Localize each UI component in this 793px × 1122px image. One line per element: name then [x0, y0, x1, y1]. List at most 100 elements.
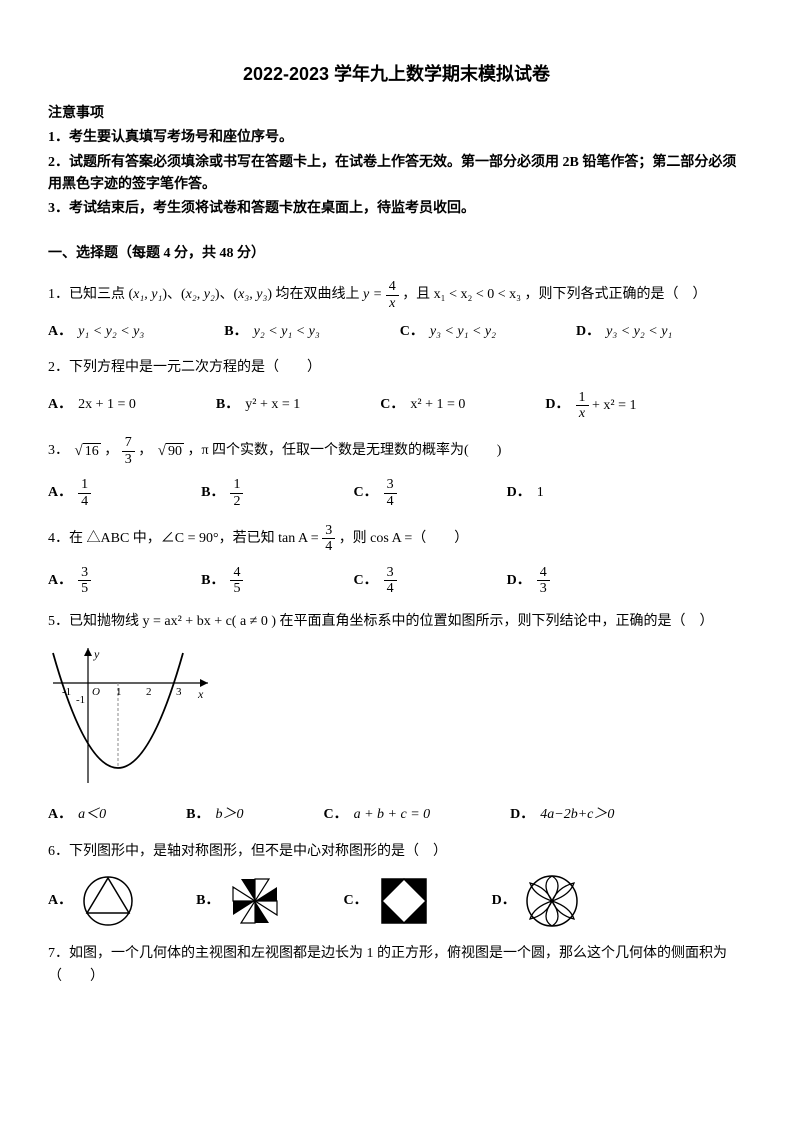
q6-option-d: D． — [492, 873, 580, 929]
q6-option-a: A． — [48, 873, 136, 929]
label-a: A． — [48, 890, 72, 912]
q3-frac-den: 3 — [122, 452, 135, 467]
label-a: A． — [48, 804, 72, 826]
q3-a-frac: 14 — [78, 477, 91, 509]
label-b: B． — [224, 321, 247, 343]
q3-prefix: 3． — [48, 444, 69, 459]
q5-option-d: D．4a−2b+c＞0 — [510, 804, 614, 826]
q2-option-c: C．x² + 1 = 0 — [380, 390, 465, 422]
q7-stem: 7．如图，一个几何体的主视图和左视图都是边长为 1 的正方形，俯视图是一个圆，那… — [48, 943, 745, 988]
q3-option-c: C．34 — [353, 477, 396, 509]
label-c: C． — [353, 570, 377, 592]
q1-stem: 1．已知三点 (x₁, y₁)、(x₂, y₂)、(x₃, y₃) 均在双曲线上… — [48, 279, 745, 311]
q3-c-den: 4 — [384, 494, 397, 509]
q4-a-den: 5 — [78, 581, 91, 596]
q1-prefix: 1．已知三点 ( — [48, 287, 133, 302]
notice-header: 注意事项 — [48, 103, 745, 125]
section-1-header: 一、选择题（每题 4 分，共 48 分） — [48, 243, 745, 265]
q2-b-text: y² + x = 1 — [245, 394, 300, 416]
q2-d-frac: 1x — [576, 390, 589, 422]
q6-options: A． B． C． — [48, 873, 745, 929]
q3-option-a: A．14 — [48, 477, 91, 509]
label-c: C． — [353, 482, 377, 504]
q3-b-frac: 12 — [230, 477, 243, 509]
q4-option-b: B．45 — [201, 565, 243, 597]
q5-b-text: b＞0 — [215, 804, 243, 826]
q4-c-num: 3 — [384, 565, 397, 581]
q4-b-den: 5 — [230, 581, 243, 596]
q3-b-num: 1 — [230, 477, 243, 493]
q6-stem: 6．下列图形中，是轴对称图形，但不是中心对称图形的是（ ） — [48, 841, 745, 863]
label-c: C． — [343, 890, 367, 912]
label-c: C． — [400, 321, 424, 343]
q4-d-den: 3 — [537, 581, 550, 596]
q3-options: A．14 B．12 C．34 D．1 — [48, 477, 745, 509]
question-5: 5．已知抛物线 y = ax² + bx + c( a ≠ 0 ) 在平面直角坐… — [48, 611, 745, 827]
q3-frac-num: 7 — [122, 435, 135, 451]
svg-text:1: 1 — [116, 686, 122, 698]
label-b: B． — [201, 570, 224, 592]
notice-1: 1．考生要认真填写考场号和座位序号。 — [48, 127, 745, 149]
label-a: A． — [48, 394, 72, 416]
label-d: D． — [545, 394, 569, 416]
q4-frac-den: 4 — [322, 539, 335, 554]
q4-d-num: 4 — [537, 565, 550, 581]
q1-pt2: x₂, y₂ — [186, 287, 215, 302]
q1-a-text: y₁ < y₂ < y₃ — [78, 321, 144, 343]
label-b: B． — [201, 482, 224, 504]
q3-option-b: B． 12 — [201, 477, 243, 509]
q3-option-d: D．1 — [507, 477, 544, 509]
shape-flower-icon — [524, 873, 580, 929]
q1-option-d: D．y₃ < y₂ < y₁ — [576, 321, 672, 343]
q4-c-frac: 34 — [384, 565, 397, 597]
q1-cond: ，且 x₁ < x₂ < 0 < x₃ ，则下列各式正确的是（ ） — [402, 287, 706, 302]
q5-stem: 5．已知抛物线 y = ax² + bx + c( a ≠ 0 ) 在平面直角坐… — [48, 611, 745, 633]
notice-3: 3．考试结束后，考生须将试卷和答题卡放在桌面上，待监考员收回。 — [48, 198, 745, 220]
q4-a-frac: 35 — [78, 565, 91, 597]
q3-sqrt2: 90 — [156, 439, 184, 463]
q5-d-text: 4a−2b+c＞0 — [540, 804, 614, 826]
question-4: 4．在 △ABC 中，∠C = 90°，若已知 tan A = 34 ，则 co… — [48, 523, 745, 597]
q2-option-b: B． y² + x = 1 — [216, 390, 300, 422]
q1-option-b: B．y₂ < y₁ < y₃ — [224, 321, 319, 343]
q2-a-text: 2x + 1 = 0 — [78, 394, 136, 416]
q4-option-d: D． 43 — [507, 565, 550, 597]
q3-mid2: ， — [138, 444, 156, 459]
q5-option-a: A．a＜0 — [48, 804, 106, 826]
q3-sqrt1-val: 16 — [83, 443, 101, 459]
q1-d-text: y₃ < y₂ < y₁ — [606, 321, 672, 343]
q4-a-num: 3 — [78, 565, 91, 581]
notice-2: 2．试题所有答案必须填涂或书写在答题卡上，在试卷上作答无效。第一部分必须用 2B… — [48, 152, 745, 197]
q3-b-den: 2 — [230, 494, 243, 509]
q4-stem: 4．在 △ABC 中，∠C = 90°，若已知 tan A = 34 ，则 co… — [48, 523, 745, 555]
q4-option-c: C． 34 — [353, 565, 396, 597]
q2-d-text: 1x + x² = 1 — [576, 390, 637, 422]
q1-frac-num: 4 — [386, 279, 399, 295]
q1-mid3: ) 均在双曲线上 — [267, 287, 363, 302]
page-title: 2022-2023 学年九上数学期末模拟试卷 — [48, 60, 745, 89]
q5-graph: -1 O 1 2 3 -1 y x — [48, 643, 745, 796]
q1-frac-den: x — [386, 296, 399, 311]
parabola-svg: -1 O 1 2 3 -1 y x — [48, 643, 218, 788]
label-b: B． — [196, 890, 219, 912]
q6-option-c: C． — [343, 873, 431, 929]
q2-option-a: A． 2x + 1 = 0 — [48, 390, 136, 422]
q1-mid1: )、( — [162, 287, 185, 302]
label-a: A． — [48, 321, 72, 343]
q1-option-a: A． y₁ < y₂ < y₃ — [48, 321, 144, 343]
q2-options: A． 2x + 1 = 0 B． y² + x = 1 C．x² + 1 = 0 D… — [48, 390, 745, 422]
question-1: 1．已知三点 (x₁, y₁)、(x₂, y₂)、(x₃, y₃) 均在双曲线上… — [48, 279, 745, 343]
label-d: D． — [507, 570, 531, 592]
q5-options: A．a＜0 B．b＞0 C．a + b + c = 0 D．4a−2b+c＞0 — [48, 804, 745, 826]
q3-sqrt1: 16 — [73, 439, 101, 463]
q4-d-frac: 43 — [537, 565, 550, 597]
q4-frac-num: 3 — [322, 523, 335, 539]
svg-text:y: y — [93, 647, 100, 661]
label-d: D． — [507, 482, 531, 504]
q1-pt3: x₃, y₃ — [238, 287, 267, 302]
q4-option-a: A．35 — [48, 565, 91, 597]
label-b: B． — [216, 394, 239, 416]
q1-c-text: y₃ < y₁ < y₂ — [430, 321, 496, 343]
question-7: 7．如图，一个几何体的主视图和左视图都是边长为 1 的正方形，俯视图是一个圆，那… — [48, 943, 745, 988]
label-c: C． — [323, 804, 347, 826]
